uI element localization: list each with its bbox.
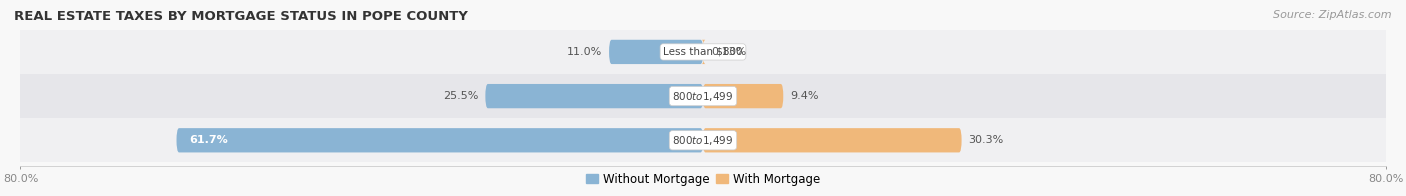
Text: $800 to $1,499: $800 to $1,499 xyxy=(672,134,734,147)
FancyBboxPatch shape xyxy=(609,40,703,64)
Text: 11.0%: 11.0% xyxy=(567,47,602,57)
Text: Less than $800: Less than $800 xyxy=(664,47,742,57)
Text: $800 to $1,499: $800 to $1,499 xyxy=(672,90,734,103)
FancyBboxPatch shape xyxy=(702,40,706,64)
Legend: Without Mortgage, With Mortgage: Without Mortgage, With Mortgage xyxy=(581,168,825,191)
Text: REAL ESTATE TAXES BY MORTGAGE STATUS IN POPE COUNTY: REAL ESTATE TAXES BY MORTGAGE STATUS IN … xyxy=(14,10,468,23)
Text: 25.5%: 25.5% xyxy=(443,91,478,101)
FancyBboxPatch shape xyxy=(703,84,783,108)
Bar xyxy=(21,30,1385,74)
Text: Source: ZipAtlas.com: Source: ZipAtlas.com xyxy=(1274,10,1392,20)
FancyBboxPatch shape xyxy=(177,128,703,152)
Text: 30.3%: 30.3% xyxy=(969,135,1004,145)
FancyBboxPatch shape xyxy=(703,128,962,152)
FancyBboxPatch shape xyxy=(485,84,703,108)
Text: 61.7%: 61.7% xyxy=(190,135,228,145)
Bar xyxy=(21,118,1385,162)
Text: 9.4%: 9.4% xyxy=(790,91,818,101)
Bar xyxy=(21,74,1385,118)
Text: 0.13%: 0.13% xyxy=(711,47,747,57)
